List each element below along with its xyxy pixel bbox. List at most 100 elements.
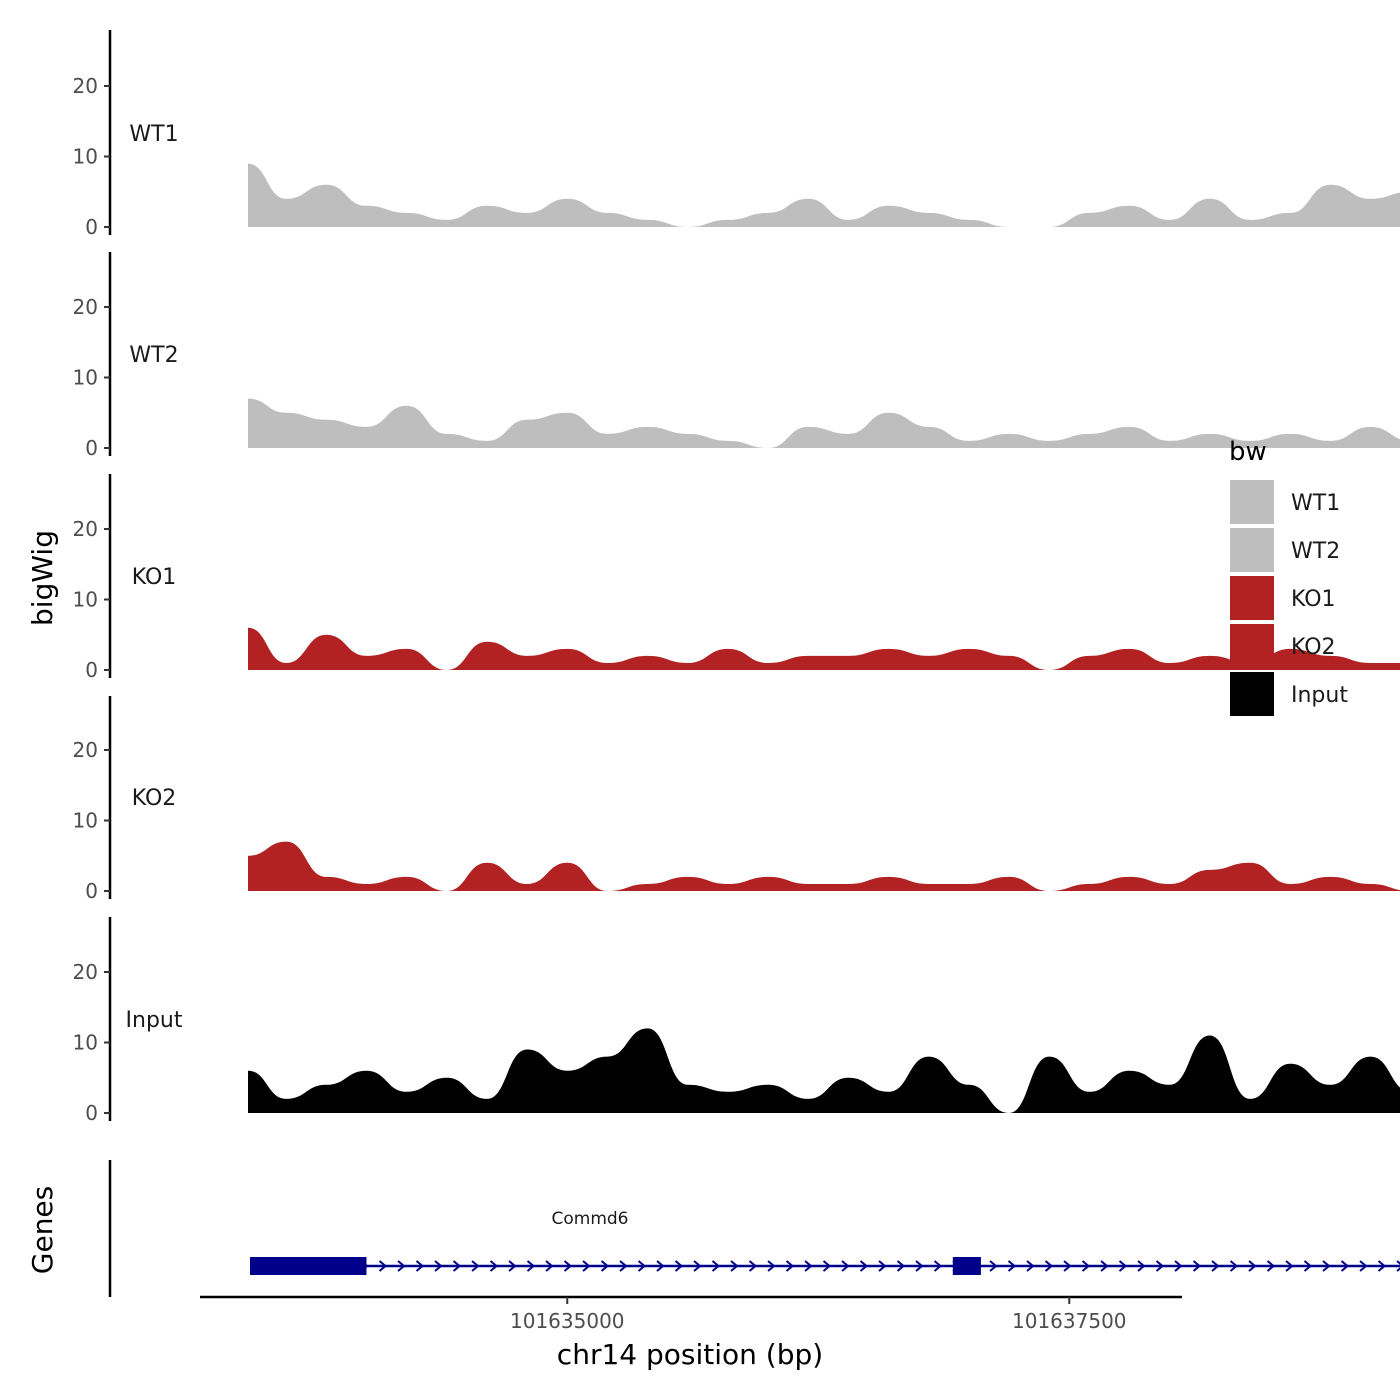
track-label: WT1 — [129, 122, 178, 147]
legend-key-ko1 — [1230, 576, 1274, 620]
x-axis: 101635000101637500101640000101642500 — [200, 1295, 1182, 1333]
strand-arrow — [1266, 1260, 1276, 1272]
legend-label: WT1 — [1291, 491, 1340, 516]
strand-arrow — [878, 1260, 887, 1272]
track-ko2: 0 10 20 KO2 — [73, 696, 1400, 903]
x-tick-label: 101637500 — [1012, 1309, 1127, 1333]
strand-arrow — [1192, 1260, 1202, 1272]
strand-arrow — [471, 1260, 480, 1272]
legend-key-input — [1230, 672, 1274, 716]
area-input — [248, 1028, 1400, 1113]
track-label: Input — [126, 1008, 183, 1033]
legend-label: KO2 — [1291, 635, 1336, 660]
legend-key-wt2 — [1230, 528, 1274, 572]
strand-arrow — [1396, 1260, 1400, 1272]
strand-arrow — [489, 1260, 499, 1272]
strand-arrow — [785, 1260, 795, 1272]
y-tick-label: 10 — [73, 809, 98, 833]
strand-arrow — [711, 1260, 721, 1272]
signal-tracks: 0 10 20 WT1 0 10 20 WT2 0 10 20 KO1 0 10 20 KO2 0 10 20 Inp… — [73, 30, 1400, 1125]
strand-arrow — [637, 1260, 647, 1272]
y-tick-label: 0 — [85, 215, 98, 239]
track-label: KO2 — [132, 786, 177, 811]
genes-axis-title: Genes — [26, 1186, 59, 1274]
strand-arrow — [1377, 1260, 1387, 1272]
strand-arrow — [1303, 1260, 1313, 1272]
x-tick-label: 101635000 — [510, 1309, 625, 1333]
strand-arrow — [804, 1260, 813, 1272]
strand-arrow — [1026, 1260, 1035, 1272]
strand-arrow — [563, 1260, 573, 1272]
strand-arrow — [545, 1260, 554, 1272]
strand-arrow — [1248, 1260, 1257, 1272]
y-tick-label: 10 — [73, 1031, 98, 1055]
y-tick-label: 20 — [73, 738, 98, 762]
area-wt1 — [248, 163, 1400, 227]
y-tick-label: 20 — [73, 517, 98, 541]
y-tick-label: 20 — [73, 295, 98, 319]
gene-label: Commd6 — [552, 1209, 629, 1229]
track-wt1: 0 10 20 WT1 — [73, 30, 1400, 239]
strand-arrow — [434, 1260, 443, 1272]
strand-arrow — [989, 1260, 998, 1272]
x-axis-title: chr14 position (bp) — [557, 1338, 823, 1371]
gene-exon — [250, 1257, 367, 1275]
strand-arrow — [1359, 1260, 1368, 1272]
strand-arrow — [1155, 1260, 1165, 1272]
strand-arrow — [619, 1260, 628, 1272]
gene-exon — [952, 1257, 981, 1275]
strand-arrow — [1007, 1260, 1017, 1272]
strand-arrow — [397, 1260, 406, 1272]
strand-arrow — [730, 1260, 739, 1272]
gene-commd6: Commd6 — [250, 1209, 1400, 1275]
strand-arrow — [582, 1260, 591, 1272]
strand-arrow — [656, 1260, 665, 1272]
strand-arrow — [1137, 1260, 1146, 1272]
strand-arrow — [1174, 1260, 1183, 1272]
track-ko1: 0 10 20 KO1 — [73, 474, 1400, 682]
y-axis-title: bigWig — [26, 530, 59, 626]
legend: bw WT1 WT2 KO1 KO2 Input — [1229, 437, 1348, 716]
area-ko2 — [248, 841, 1400, 891]
strand-arrow — [1211, 1260, 1220, 1272]
legend-key-wt1 — [1230, 480, 1274, 524]
track-input: 0 10 20 Input — [73, 917, 1400, 1125]
strand-arrow — [822, 1260, 832, 1272]
strand-arrow — [1081, 1260, 1091, 1272]
strand-arrow — [600, 1260, 610, 1272]
strand-arrow — [378, 1260, 388, 1272]
strand-arrow — [896, 1260, 906, 1272]
y-tick-label: 10 — [73, 366, 98, 390]
strand-arrow — [1063, 1260, 1072, 1272]
legend-label: WT2 — [1291, 539, 1340, 564]
strand-arrow — [693, 1260, 702, 1272]
strand-arrow — [1100, 1260, 1109, 1272]
y-tick-label: 10 — [73, 145, 98, 169]
legend-label: KO1 — [1291, 587, 1336, 612]
strand-arrow — [859, 1260, 869, 1272]
strand-arrow — [415, 1260, 425, 1272]
y-tick-label: 10 — [73, 588, 98, 612]
track-wt2: 0 10 20 WT2 — [73, 252, 1400, 460]
strand-arrow — [1322, 1260, 1331, 1272]
y-tick-label: 0 — [85, 1101, 98, 1125]
y-tick-label: 20 — [73, 74, 98, 98]
legend-title: bw — [1229, 437, 1267, 467]
y-tick-label: 0 — [85, 436, 98, 460]
track-label: KO1 — [132, 565, 177, 590]
strand-arrow — [526, 1260, 536, 1272]
strand-arrow — [767, 1260, 776, 1272]
y-tick-label: 20 — [73, 960, 98, 984]
legend-label: Input — [1291, 683, 1348, 708]
track-label: WT2 — [129, 343, 178, 368]
y-tick-label: 0 — [85, 879, 98, 903]
area-wt2 — [248, 398, 1400, 448]
genes-panel: Commd6 — [108, 1160, 1400, 1297]
strand-arrow — [452, 1260, 462, 1272]
y-tick-label: 0 — [85, 658, 98, 682]
strand-arrow — [1340, 1260, 1350, 1272]
legend-key-ko2 — [1230, 624, 1274, 668]
strand-arrow — [508, 1260, 517, 1272]
strand-arrow — [1229, 1260, 1239, 1272]
